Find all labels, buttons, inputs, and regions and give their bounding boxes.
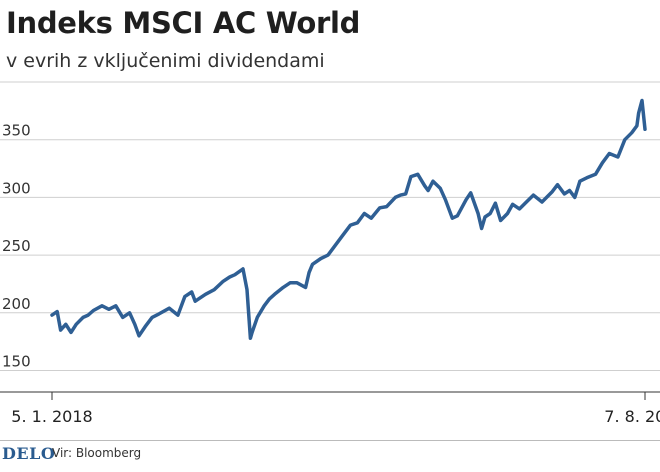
y-tick-label-350: 350: [2, 122, 31, 140]
source-note: Vir: Bloomberg: [52, 446, 142, 460]
y-tick-label-250: 250: [2, 237, 31, 255]
footer-divider: [0, 440, 660, 441]
y-tick-label-300: 300: [2, 179, 31, 197]
footer: DELO Vir: Bloomberg: [0, 440, 660, 472]
chart-title: Indeks MSCI AC World: [6, 6, 361, 40]
chart-subtitle: v evrih z vključenimi dividendami: [6, 50, 325, 72]
y-tick-label-150: 150: [2, 352, 31, 370]
x-tick-label-end: 7. 8. 2024: [604, 407, 660, 426]
y-tick-label-200: 200: [2, 295, 31, 313]
line-chart: 150 200 250 300 350 5. 1. 2018 7. 8. 2024: [0, 81, 660, 426]
x-axis-ticks: [51, 392, 646, 400]
series-layer: [50, 98, 647, 340]
x-axis-labels: 5. 1. 2018 7. 8. 2024: [11, 407, 660, 426]
brand-logo: DELO: [2, 444, 56, 463]
x-tick-label-start: 5. 1. 2018: [11, 407, 92, 426]
series-line: [50, 98, 647, 340]
y-axis-labels: 150 200 250 300 350: [2, 122, 31, 371]
gridlines: [0, 81, 660, 393]
